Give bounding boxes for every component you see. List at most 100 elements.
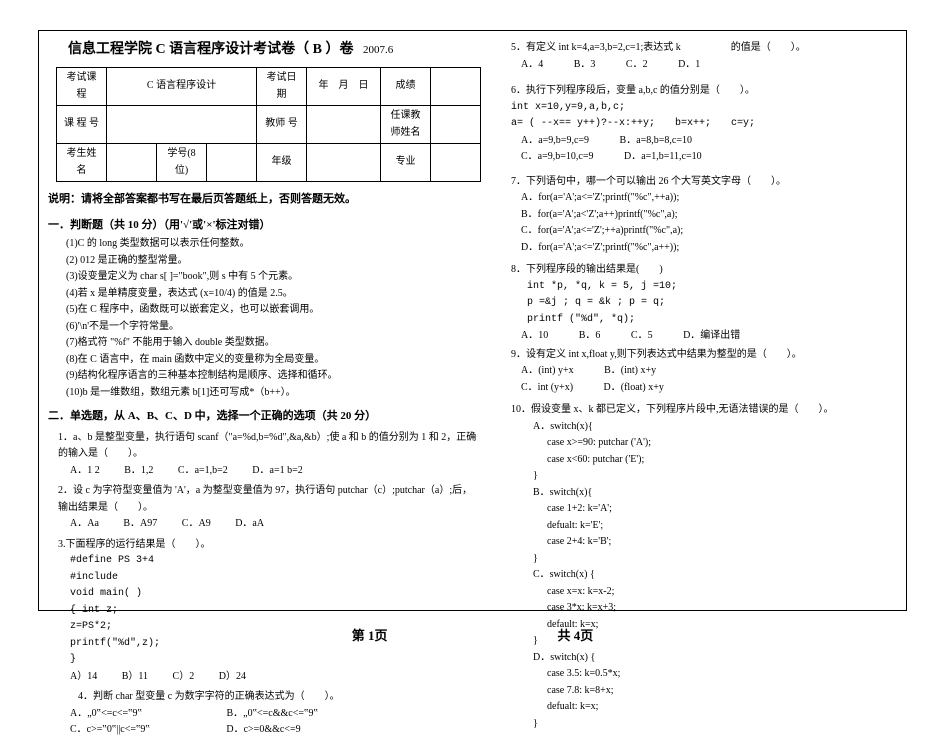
opt: C．A9 — [182, 516, 211, 533]
q10-text: 10．假设变量 x、k 都已定义，下列程序片段中,无语法错误的是（ ）。 — [503, 402, 897, 419]
q10-swB-l2: defualt: k='E'; — [503, 518, 897, 535]
s1-item: (6)'\n'不是一个字符常量。 — [48, 319, 481, 336]
cell: 考试日期 — [257, 68, 307, 106]
q10-swA-head: A．switch(x){ — [503, 419, 897, 436]
q8-code: int *p, *q, k = 5, j =10; — [503, 279, 897, 296]
cell: 年 月 日 — [307, 68, 381, 106]
cell: 考试课程 — [57, 68, 107, 106]
q8-code: p =&j ; q = &k ; p = q; — [503, 295, 897, 312]
q7-opt: D．for(a='A';a<='Z';printf("%c",a++)); — [503, 240, 897, 257]
table-row: 课 程 号 教师 号 任课教师姓名 — [57, 106, 481, 144]
s1-item: (3)设变量定义为 char s[ ]="book",则 s 中有 5 个元素。 — [48, 269, 481, 286]
cell: 年级 — [257, 144, 307, 182]
q7-opt: C．for(a='A';a<='Z';++a)printf("%c",a); — [503, 223, 897, 240]
opt: B．A97 — [123, 516, 157, 533]
cell: 成绩 — [381, 68, 431, 106]
q7-opt: B．for(a='A';a<'Z';a++)printf("%c",a); — [503, 207, 897, 224]
q10-swB-l1: case 1+2: k='A'; — [503, 501, 897, 518]
q7-opt: A．for(a='A';a<='Z';printf("%c",++a)); — [503, 190, 897, 207]
opt: A）14 — [70, 669, 97, 686]
opt: A．a=9,b=9,c=9 — [521, 133, 589, 150]
opt: D．c>=0&&c<=9 — [226, 722, 300, 739]
q6-code: int x=10,y=9,a,b,c; — [503, 100, 897, 117]
opt: D．aA — [235, 516, 264, 533]
cell — [431, 68, 481, 106]
exam-title: 信息工程学院 C 语言程序设计考试卷（ B ）卷 — [68, 42, 353, 57]
s1-item: (1)C 的 long 类型数据可以表示任何整数。 — [48, 236, 481, 253]
s1-item: (4)若 x 是单精度变量，表达式 (x=10/4) 的值是 2.5。 — [48, 286, 481, 303]
q10-swC-l1: case x=x: k=x-2; — [503, 584, 897, 601]
q10-swC-l2: case 3*x: k=x+3; — [503, 600, 897, 617]
q3-code: #include — [48, 570, 481, 587]
opt: C）2 — [173, 669, 195, 686]
opt: C．a=9,b=10,c=9 — [521, 149, 593, 166]
cell — [307, 144, 381, 182]
cell: 任课教师姓名 — [381, 106, 431, 144]
q10-swA-l2: case x<60: putchar ('E'); — [503, 452, 897, 469]
opt: A．„0‟<=c<=‟9‟ — [70, 706, 142, 723]
q4-text: 4．判断 char 型变量 c 为数字字符的正确表达式为（ ）。 — [48, 689, 481, 706]
q4-options: A．„0‟<=c<=‟9‟ B．„0‟<=c&&c<=‟9‟ — [48, 706, 481, 723]
q9-text: 9．设有定义 int x,float y,则下列表达式中结果为整型的是（ ）。 — [503, 347, 897, 364]
opt: A．10 — [521, 328, 548, 345]
q3-options: A）14 B）11 C）2 D）24 — [48, 669, 481, 686]
cell: C 语言程序设计 — [107, 68, 257, 106]
cell — [431, 106, 481, 144]
q9-options2: C．int (y+x) D．(float) x+y — [503, 380, 897, 397]
q10-swD-l1: case 3.5: k=0.5*x; — [503, 666, 897, 683]
s1-item: (9)结构化程序语言的三种基本控制结构是顺序、选择和循环。 — [48, 368, 481, 385]
opt: D．编译出错 — [683, 328, 740, 345]
s1-item: (8)在 C 语言中，在 main 函数中定义的变量称为全局变量。 — [48, 352, 481, 369]
s1-item: (10)b 是一维数组，数组元素 b[1]还可写成*（b++）。 — [48, 385, 481, 402]
q5-options: A．4 B．3 C．2 D．1 — [503, 57, 897, 74]
q10-swB-end: } — [503, 551, 897, 568]
q6-options2: C．a=9,b=10,c=9 D．a=1,b=11,c=10 — [503, 149, 897, 166]
cell: 考生姓名 — [57, 144, 107, 182]
q6-code: a= ( --x== y++)?--x:++y; b=x++; c=y; — [503, 116, 897, 133]
cell: 专业 — [381, 144, 431, 182]
q3-code: { int z; — [48, 603, 481, 620]
q3-text: 3.下面程序的运行结果是（ ）。 — [48, 537, 481, 554]
q8-text: 8．下列程序段的输出结果是( ) — [503, 262, 897, 279]
total-pages: 共 4页 — [558, 625, 594, 644]
opt: C．5 — [631, 328, 653, 345]
s1-item: (7)格式符 "%f" 不能用于输入 double 类型数据。 — [48, 335, 481, 352]
q6-text: 6．执行下列程序段后，变量 a,b,c 的值分别是（ ）。 — [503, 83, 897, 100]
cell — [431, 144, 481, 182]
q9-options: A．(int) y+x B．(int) x+y — [503, 363, 897, 380]
opt: B．a=8,b=8,c=10 — [620, 133, 692, 150]
opt: C．2 — [626, 57, 648, 74]
q3-code: void main( ) — [48, 586, 481, 603]
q4-options2: C．c>=‟0‟||c<=‟9‟ D．c>=0&&c<=9 — [48, 722, 481, 739]
table-row: 考生姓名 学号(8 位) 年级 专业 — [57, 144, 481, 182]
q3-code: #define PS 3+4 — [48, 553, 481, 570]
cell — [107, 106, 257, 144]
right-column: 5．有定义 int k=4,a=3,b=2,c=1;表达式 k 的值是（ ）。 … — [503, 38, 897, 601]
q8-options: A．10 B．6 C．5 D．编译出错 — [503, 328, 897, 345]
left-column: 信息工程学院 C 语言程序设计考试卷（ B ）卷 2007.6 考试课程 C 语… — [48, 38, 481, 601]
opt: B．6 — [579, 328, 601, 345]
cell: 学号(8 位) — [157, 144, 207, 182]
q10-swA-end: } — [503, 468, 897, 485]
q6-options: A．a=9,b=9,c=9 B．a=8,b=8,c=10 — [503, 133, 897, 150]
q10-swD-end: } — [503, 716, 897, 733]
opt: A．Aa — [70, 516, 99, 533]
cell: 课 程 号 — [57, 106, 107, 144]
opt: B）11 — [122, 669, 148, 686]
opt: C．c>=‟0‟||c<=‟9‟ — [70, 722, 150, 739]
q1-text: 1．a、b 是整型变量，执行语句 scanf（"a=%d,b=%d",&a,&b… — [48, 430, 481, 463]
q10-swD-l3: defualt: k=x; — [503, 699, 897, 716]
info-table: 考试课程 C 语言程序设计 考试日期 年 月 日 成绩 课 程 号 教师 号 任… — [56, 67, 481, 182]
table-row: 考试课程 C 语言程序设计 考试日期 年 月 日 成绩 — [57, 68, 481, 106]
notice-text: 说明：请将全部答案都书写在最后页答题纸上，否则答题无效。 — [48, 190, 481, 208]
q5-text: 5．有定义 int k=4,a=3,b=2,c=1;表达式 k 的值是（ ）。 — [503, 40, 897, 57]
opt: D．a=1,b=11,c=10 — [624, 149, 702, 166]
opt: B．„0‟<=c&&c<=‟9‟ — [226, 706, 317, 723]
q10-swD-l2: case 7.8: k=8+x; — [503, 683, 897, 700]
opt: D）24 — [219, 669, 246, 686]
q1-options: A．1 2 B．1,2 C．a=1,b=2 D．a=1 b=2 — [48, 463, 481, 480]
q10-swC-head: C．switch(x) { — [503, 567, 897, 584]
q10-swB-head: B．switch(x){ — [503, 485, 897, 502]
q8-code: printf ("%d", *q); — [503, 312, 897, 329]
opt: C．int (y+x) — [521, 380, 573, 397]
